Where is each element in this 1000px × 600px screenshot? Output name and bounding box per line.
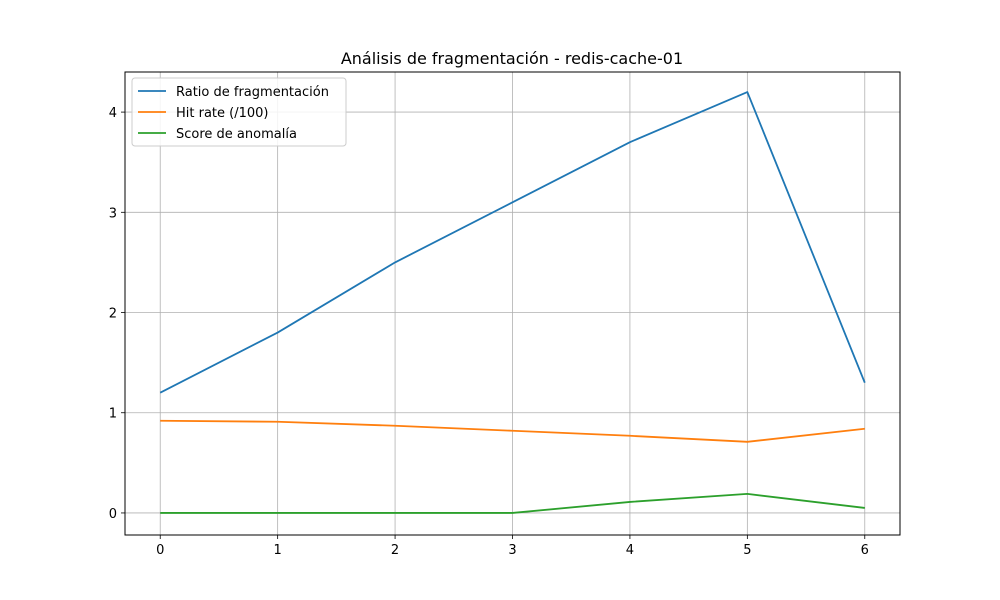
y-tick-label: 3 — [109, 206, 117, 221]
y-tick-label: 2 — [109, 307, 117, 322]
y-tick-label: 1 — [109, 407, 117, 422]
x-tick-label: 0 — [156, 543, 164, 558]
series-lines — [159, 91, 866, 514]
x-tick-label: 6 — [861, 543, 869, 558]
x-tick-label: 3 — [508, 543, 516, 558]
series-line-1 — [160, 419, 865, 443]
legend-label-0: Ratio de fragmentación — [176, 85, 329, 100]
x-tick-label: 1 — [274, 543, 282, 558]
x-tick-label: 2 — [391, 543, 399, 558]
legend-box — [131, 77, 347, 147]
legend-label-2: Score de anomalía — [176, 127, 297, 142]
series-line-0 — [159, 91, 866, 394]
y-tick-label: 0 — [109, 507, 117, 522]
y-tick-label: 4 — [109, 106, 117, 121]
axis-ticks: 0 1 2 3 4 5 6 0 1 2 3 4 — [109, 106, 869, 558]
series-line-2 — [160, 493, 865, 514]
chart-title: Análisis de fragmentación - redis-cache-… — [341, 49, 683, 68]
x-tick-label: 4 — [626, 543, 634, 558]
x-tick-label: 5 — [743, 543, 751, 558]
legend-label-1: Hit rate (/100) — [176, 106, 269, 121]
legend: Ratio de fragmentación Hit rate (/100) Sco… — [131, 77, 347, 147]
